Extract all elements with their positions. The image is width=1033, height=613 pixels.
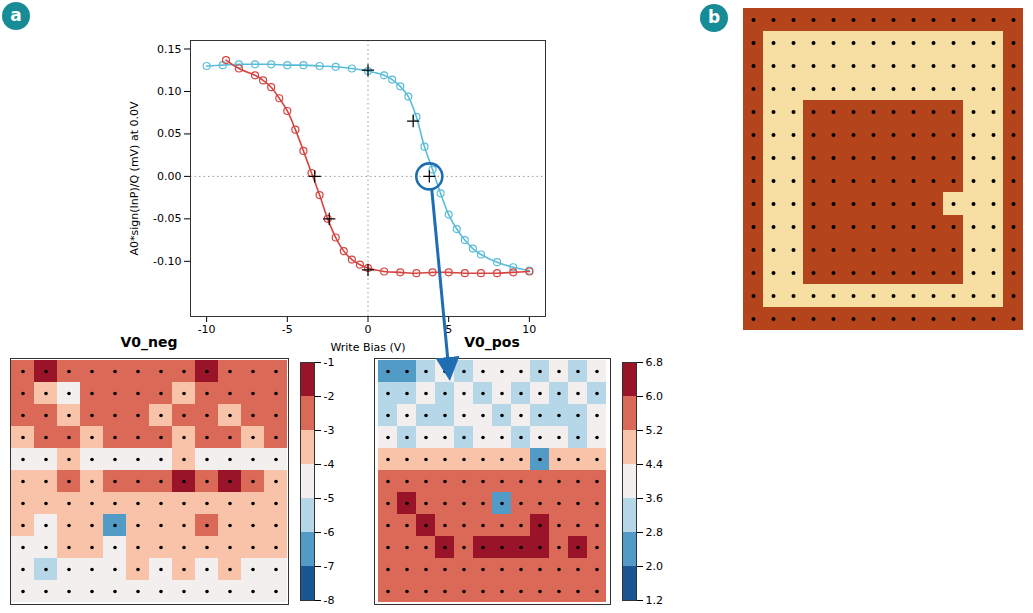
svg-text:4.4: 4.4 xyxy=(646,458,664,471)
svg-text:0.00: 0.00 xyxy=(157,170,182,183)
svg-text:1.2: 1.2 xyxy=(646,594,664,606)
svg-text:2.8: 2.8 xyxy=(646,526,664,539)
html-text:V0_neg: V0_neg xyxy=(120,334,178,350)
svg-text:-6: -6 xyxy=(324,526,335,539)
html-text:V0_pos: V0_pos xyxy=(464,334,520,350)
svg-text:6.0: 6.0 xyxy=(646,390,664,403)
svg-text:0.15: 0.15 xyxy=(157,43,182,56)
svg-text:0: 0 xyxy=(365,323,372,336)
svg-text:A0*sign(InP)/Q (mV) at 0.0V: A0*sign(InP)/Q (mV) at 0.0V xyxy=(128,101,141,255)
svg-text:0.10: 0.10 xyxy=(157,85,182,98)
svg-text:-10: -10 xyxy=(198,323,216,336)
svg-text:-5: -5 xyxy=(282,323,293,336)
svg-text:5.2: 5.2 xyxy=(646,424,664,437)
svg-text:5: 5 xyxy=(445,323,452,336)
svg-text:2.0: 2.0 xyxy=(646,560,664,573)
svg-text:-5: -5 xyxy=(324,492,335,505)
svg-text:-7: -7 xyxy=(324,560,335,573)
html-text:b: b xyxy=(707,7,721,27)
svg-text:3.6: 3.6 xyxy=(646,492,664,505)
svg-text:-3: -3 xyxy=(324,424,335,437)
svg-text:6.8: 6.8 xyxy=(646,356,664,369)
svg-text:-1: -1 xyxy=(324,356,335,369)
svg-text:-4: -4 xyxy=(324,458,335,471)
html-text:a: a xyxy=(10,5,22,25)
svg-text:0.05: 0.05 xyxy=(157,127,182,140)
svg-text:-2: -2 xyxy=(324,390,335,403)
svg-text:10: 10 xyxy=(522,323,536,336)
svg-text:-8: -8 xyxy=(324,594,335,606)
svg-text:-0.05: -0.05 xyxy=(153,212,181,225)
svg-text:Write Bias (V): Write Bias (V) xyxy=(330,341,405,354)
svg-text:-0.10: -0.10 xyxy=(153,255,181,268)
